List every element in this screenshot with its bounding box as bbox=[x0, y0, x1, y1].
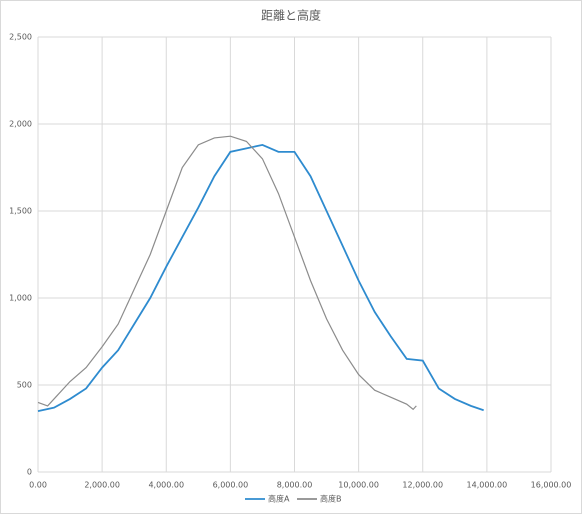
y-tick-label: 1,500 bbox=[9, 207, 32, 216]
x-tick-label: 2,000.00 bbox=[84, 481, 120, 490]
y-tick-label: 1,000 bbox=[9, 294, 32, 303]
y-tick-label: 0 bbox=[27, 468, 32, 477]
x-tick-label: 6,000.00 bbox=[213, 481, 249, 490]
x-tick-label: 14,000.00 bbox=[467, 481, 508, 490]
y-tick-label: 2,500 bbox=[9, 33, 32, 42]
series-line bbox=[37, 135, 417, 411]
y-tick-label: 500 bbox=[17, 381, 32, 390]
legend-label: 高度A bbox=[268, 494, 290, 504]
x-tick-label: 12,000.00 bbox=[402, 481, 443, 490]
x-tick-label: 4,000.00 bbox=[148, 481, 184, 490]
y-tick-label: 2,000 bbox=[9, 120, 32, 129]
legend-label: 高度B bbox=[320, 494, 342, 504]
chart-title: 距離と高度 bbox=[261, 8, 321, 23]
x-tick-label: 8,000.00 bbox=[277, 481, 313, 490]
x-tick-label: 16,000.00 bbox=[531, 481, 572, 490]
series-line bbox=[37, 143, 484, 412]
x-tick-label: 10,000.00 bbox=[338, 481, 379, 490]
x-tick-label: 0.00 bbox=[29, 481, 47, 490]
